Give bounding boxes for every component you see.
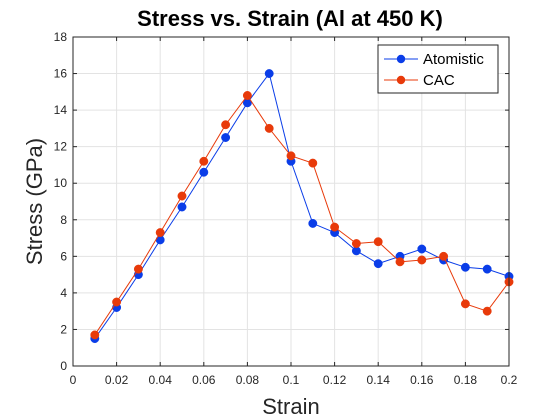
x-tick-label: 0.06: [192, 373, 216, 387]
x-tick-label: 0: [70, 373, 77, 387]
x-tick-label: 0.12: [323, 373, 347, 387]
legend-entry: CAC: [384, 72, 455, 89]
data-point: [221, 120, 231, 130]
x-tick-label: 0.2: [501, 373, 518, 387]
data-point: [460, 262, 470, 272]
x-tick-label: 0.02: [105, 373, 129, 387]
data-point: [133, 264, 143, 274]
data-point: [177, 202, 187, 212]
legend-marker: [396, 54, 406, 64]
y-tick-label: 14: [54, 103, 68, 117]
y-tick-label: 18: [54, 30, 68, 44]
data-point: [417, 255, 427, 265]
data-point: [308, 158, 318, 168]
y-tick-label: 12: [54, 140, 68, 154]
data-point: [351, 239, 361, 248]
series-layer: [90, 69, 514, 344]
series-cac: [90, 91, 514, 340]
data-point: [264, 69, 274, 79]
x-tick-label: 0.1: [283, 373, 300, 387]
x-axis-label: Strain: [262, 394, 319, 419]
axes: 0 0.02 0.04 0.06 0.08 0.1 0.12 0.14 0.16 0.18 0.2 0…: [54, 30, 518, 387]
data-point: [264, 123, 274, 133]
y-axis-label: Stress (GPa): [22, 138, 47, 265]
y-tick-label: 0: [60, 359, 67, 373]
chart-title: Stress vs. Strain (Al at 450 K): [137, 6, 443, 31]
y-tick-label: 16: [54, 67, 68, 81]
data-point: [199, 156, 209, 166]
data-point: [460, 299, 470, 309]
legend-marker: [396, 75, 406, 85]
data-point: [373, 237, 383, 247]
y-tick-label: 6: [60, 249, 67, 263]
data-point: [482, 306, 492, 316]
legend-entry: Atomistic: [384, 51, 484, 68]
data-point: [199, 167, 209, 177]
x-tick-label: 0.18: [454, 373, 478, 387]
y-tick-label: 2: [60, 322, 67, 336]
y-tick-label: 4: [60, 286, 67, 300]
data-point: [373, 259, 383, 269]
legend-box: [377, 44, 499, 94]
y-tick-label: 10: [54, 176, 68, 190]
x-tick-label: 0.04: [149, 373, 173, 387]
data-point: [112, 297, 122, 307]
legend-label: Atomistic: [423, 51, 484, 68]
data-point: [155, 228, 165, 238]
x-tick-label: 0.16: [410, 373, 434, 387]
data-point: [242, 91, 252, 100]
legend: Atomistic CAC: [377, 44, 499, 94]
legend-label: CAC: [423, 72, 455, 89]
y-tick-label: 8: [60, 213, 67, 227]
data-point: [177, 191, 187, 201]
data-point: [308, 218, 318, 228]
data-point: [330, 222, 340, 232]
data-point: [221, 133, 231, 142]
x-tick-label: 0.08: [236, 373, 260, 387]
x-tick-label: 0.14: [367, 373, 391, 387]
data-point: [439, 251, 449, 261]
data-point: [395, 257, 405, 267]
data-point: [286, 151, 296, 161]
data-point: [482, 264, 492, 274]
data-point: [417, 244, 427, 254]
data-point: [90, 330, 100, 340]
